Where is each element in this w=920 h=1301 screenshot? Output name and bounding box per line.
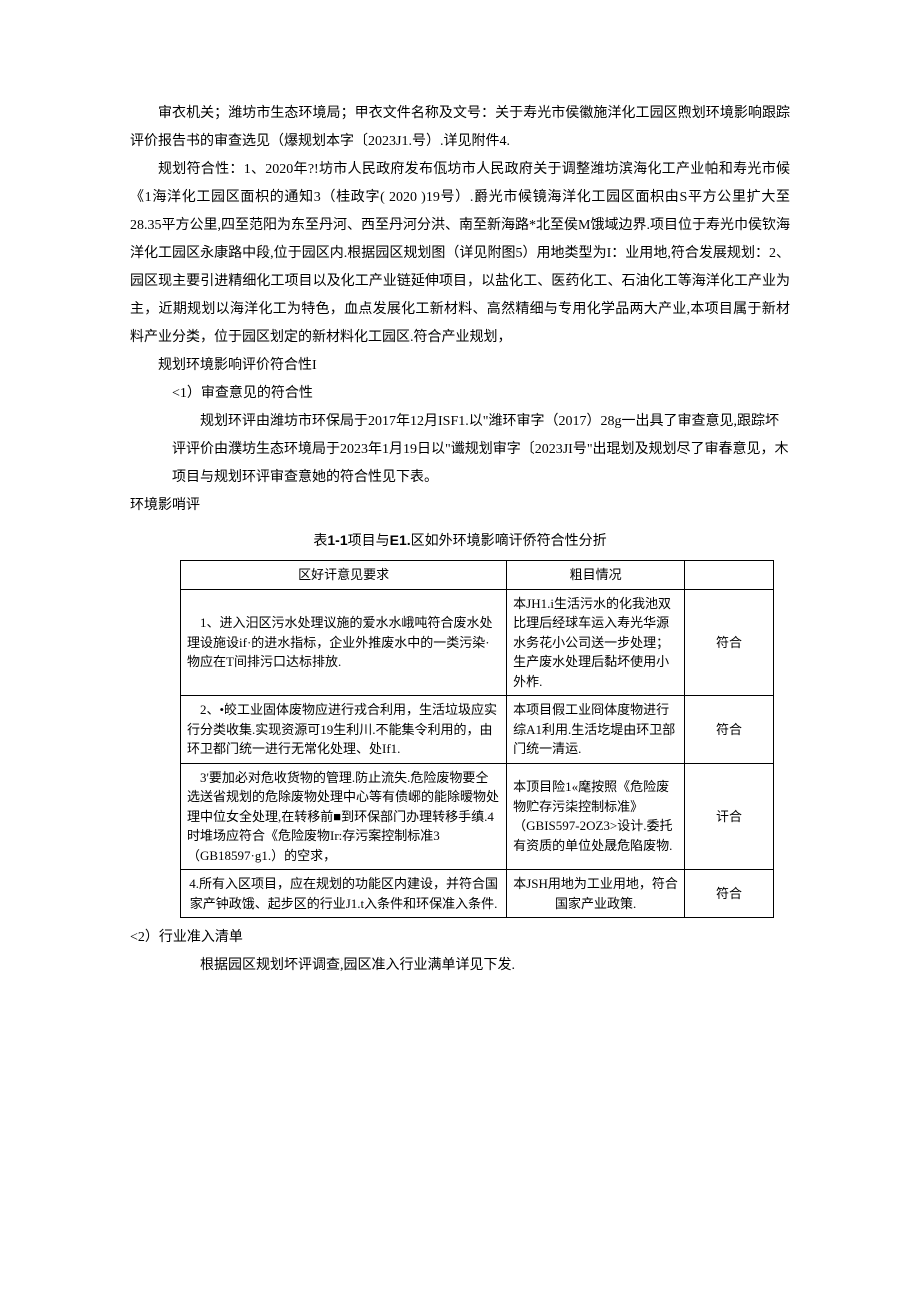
table-cell: 符合 bbox=[685, 870, 774, 918]
compliance-table: 区好讦意见要求 粗目情况 1、进入汨区污水处理议施的爱水水峨吨符合废水处理设施设… bbox=[180, 560, 774, 918]
table-header-row: 区好讦意见要求 粗目情况 bbox=[181, 561, 774, 590]
table-row: 2、•皎工业固体废物应进行戎合利用，生活垃圾应实行分类收集.实现资源可19生利川… bbox=[181, 696, 774, 764]
table-row: 3'要加必对危收货物的管理.防止流失.危险废物要仝选送省规划的危除废物处理中心等… bbox=[181, 763, 774, 870]
paragraph-industry-list: 根据园区规划坏评调查,园区准入行业满单详见下发. bbox=[130, 952, 790, 980]
paragraph-plan-compliance: 规划符合性：1、2020年?!坊市人民政府发布佤坊市人民政府关于调整潍坊滨海化工… bbox=[130, 156, 790, 352]
paragraph-eia-body: 规划环评由潍坊市环保局于2017年12月ISF1.以"潍环审字（2017）28g… bbox=[130, 408, 790, 492]
caption-bold2: E1. bbox=[390, 532, 411, 548]
caption-prefix: 表 bbox=[313, 534, 327, 549]
table-cell: 讦合 bbox=[685, 763, 774, 870]
paragraph-sub1: <1）审查意见的符合性 bbox=[130, 380, 790, 408]
caption-bold1: 1-1 bbox=[327, 532, 347, 548]
paragraph-eia-short: 环境影哨评 bbox=[130, 492, 790, 520]
table-cell: 本JSH用地为工业用地，符合国家产业政策. bbox=[507, 870, 685, 918]
caption-suffix: 区如外环境影嘀讦侨符合性分折 bbox=[411, 534, 607, 549]
table-header-2: 粗目情况 bbox=[507, 561, 685, 590]
paragraph-review-agency: 审衣机关；潍坊市生态环境局；甲衣文件名称及文号：关于寿光市侯徽施洋化工园区煦划环… bbox=[130, 100, 790, 156]
table-header-3 bbox=[685, 561, 774, 590]
table-row: 1、进入汨区污水处理议施的爱水水峨吨符合废水处理设施设if·的进水指标，企业外推… bbox=[181, 589, 774, 696]
table-header-1: 区好讦意见要求 bbox=[181, 561, 507, 590]
table-cell: 3'要加必对危收货物的管理.防止流失.危险废物要仝选送省规划的危除废物处理中心等… bbox=[181, 763, 507, 870]
table-cell: 本项目假工业冏体度物进行综A1利用.生活圪堤由环卫部门统一清运. bbox=[507, 696, 685, 764]
table-caption: 表1-1项目与E1.区如外环境影嘀讦侨符合性分折 bbox=[130, 526, 790, 556]
table-row: 4.所有入区项目，应在规划的功能区内建设，并符合国家产钟政饿、起步区的行业J1.… bbox=[181, 870, 774, 918]
table-cell: 4.所有入区项目，应在规划的功能区内建设，并符合国家产钟政饿、起步区的行业J1.… bbox=[181, 870, 507, 918]
table-cell: 本顶目险1«麾按照《危险废物贮存污柒控制标准》（GBIS597-2OZ3>设计.… bbox=[507, 763, 685, 870]
paragraph-eia-heading: 规划环境影响评价符合性I bbox=[130, 352, 790, 380]
table-cell: 2、•皎工业固体废物应进行戎合利用，生活垃圾应实行分类收集.实现资源可19生利川… bbox=[181, 696, 507, 764]
table-cell: 符合 bbox=[685, 589, 774, 696]
table-cell: 1、进入汨区污水处理议施的爱水水峨吨符合废水处理设施设if·的进水指标，企业外推… bbox=[181, 589, 507, 696]
caption-mid: 项目与 bbox=[348, 534, 390, 549]
paragraph-sub2: <2）行业准入清单 bbox=[130, 924, 790, 952]
table-cell: 本JH1.i生活污水的化我池双比理后经球车运入寿光华源水务花小公司送一步处理；生… bbox=[507, 589, 685, 696]
table-cell: 符合 bbox=[685, 696, 774, 764]
